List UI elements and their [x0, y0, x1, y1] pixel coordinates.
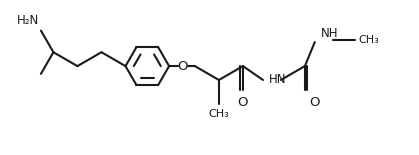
- Text: O: O: [178, 60, 188, 73]
- Text: O: O: [309, 96, 319, 109]
- Text: CH₃: CH₃: [359, 35, 380, 45]
- Text: NH: NH: [321, 27, 338, 40]
- Text: CH₃: CH₃: [209, 108, 229, 119]
- Text: H₂N: H₂N: [17, 14, 39, 27]
- Text: HN: HN: [269, 73, 287, 86]
- Text: O: O: [238, 96, 248, 109]
